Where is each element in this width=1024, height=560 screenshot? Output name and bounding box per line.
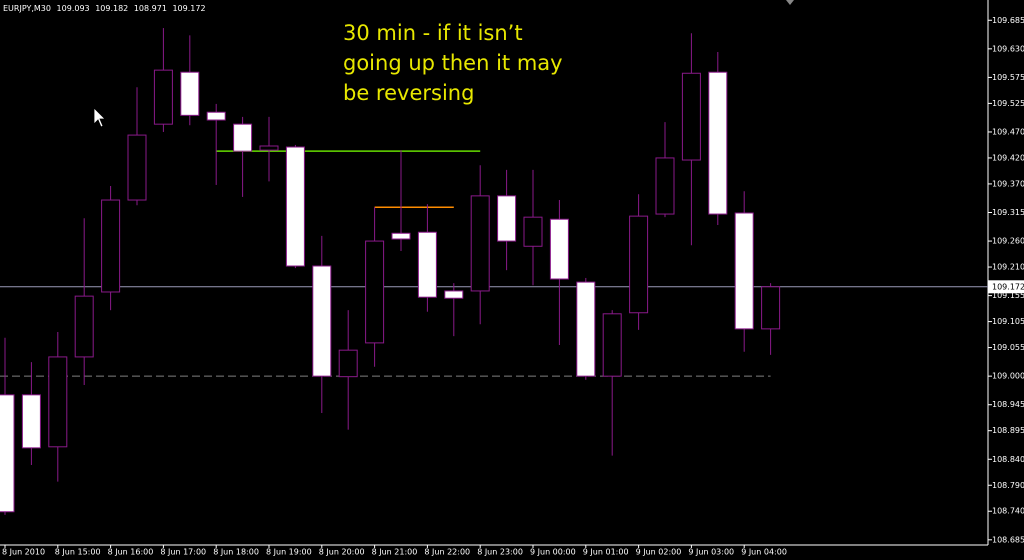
candle-body (153, 69, 173, 125)
shift-marker (786, 0, 794, 5)
candle-body (48, 356, 68, 448)
y-tick-label: 109.315 (992, 208, 1024, 217)
candle-body (444, 290, 464, 299)
annotation: going up then it may (343, 51, 563, 75)
y-tick-label: 108.945 (992, 400, 1024, 409)
y-tick-label: 109.470 (992, 127, 1024, 136)
x-tick-label: 8 Jun 18:00 (213, 548, 259, 557)
x-tick-label: 8 Jun 15:00 (55, 548, 101, 557)
candle-body (312, 265, 332, 377)
candle-body (391, 232, 411, 240)
candle-body (629, 215, 649, 314)
candle-body (602, 313, 622, 377)
x-tick-label: 9 Jun 02:00 (636, 548, 682, 557)
candle-body (101, 199, 121, 293)
x-tick-label: 8 Jun 21:00 (372, 548, 418, 557)
chart-header: EURJPY,M30 109.093 109.182 108.971 109.1… (3, 4, 206, 13)
candle-body (497, 195, 517, 242)
y-tick-label: 109.370 (992, 179, 1024, 188)
candle-body (734, 212, 754, 330)
y-tick-label: 108.895 (992, 426, 1024, 435)
x-tick-label: 9 Jun 01:00 (583, 548, 629, 557)
candle-body (470, 195, 490, 292)
candle-body (233, 123, 253, 152)
candle-body (681, 72, 701, 161)
candle-body (761, 286, 781, 330)
y-tick-label: 109.420 (992, 153, 1024, 162)
y-tick-label: 108.840 (992, 455, 1024, 464)
x-tick-label: 9 Jun 00:00 (530, 548, 576, 557)
candle-body (206, 111, 226, 121)
header-value: 109.172 (172, 4, 205, 13)
header-value: 109.182 (95, 4, 128, 13)
y-tick-label: 109.000 (992, 372, 1024, 381)
candle-body (576, 281, 596, 377)
candle-body (417, 231, 437, 298)
x-tick-label: 8 Jun 16:00 (108, 548, 154, 557)
candle-body (285, 146, 305, 267)
candle-body (180, 71, 200, 116)
y-tick-label: 109.260 (992, 237, 1024, 246)
y-tick-label: 109.210 (992, 263, 1024, 272)
x-tick-label: 8 Jun 19:00 (266, 548, 312, 557)
x-tick-label: 9 Jun 03:00 (688, 548, 734, 557)
candle-body (21, 394, 41, 449)
candle-body (549, 218, 569, 280)
y-tick-label: 109.575 (992, 73, 1024, 82)
y-tick-label: 108.740 (992, 507, 1024, 516)
y-tick-label: 109.055 (992, 343, 1024, 352)
candle-body (523, 216, 543, 247)
price-label: 109.172 (992, 282, 1024, 291)
x-tick-label: 9 Jun 04:00 (741, 548, 787, 557)
y-tick-label: 109.105 (992, 317, 1024, 326)
header-value: 109.093 (57, 4, 90, 13)
y-tick-label: 108.685 (992, 535, 1024, 544)
annotation: be reversing (343, 81, 474, 105)
y-tick-label: 109.525 (992, 99, 1024, 108)
candle-body (655, 157, 675, 215)
candle-body (708, 71, 728, 215)
x-tick-label: 8 Jun 17:00 (160, 548, 206, 557)
x-tick-label: 8 Jun 20:00 (319, 548, 365, 557)
candle-body (259, 145, 279, 151)
y-tick-label: 108.790 (992, 481, 1024, 490)
candle-body (127, 134, 147, 201)
annotation: 30 min - if it isn’t (343, 21, 523, 45)
mouse-cursor (93, 107, 106, 128)
y-tick-label: 109.630 (992, 44, 1024, 53)
x-tick-label: 8 Jun 23:00 (477, 548, 523, 557)
candle-body (338, 349, 358, 378)
y-tick-label: 109.685 (992, 16, 1024, 25)
price-label-box (988, 280, 1024, 294)
symbol: EURJPY,M30 (3, 4, 51, 13)
y-tick-label: 109.155 (992, 291, 1024, 300)
header-value: 108.971 (134, 4, 167, 13)
candle-body (365, 240, 385, 344)
candle-body (74, 295, 94, 358)
x-tick-label: 8 Jun 2010 (2, 548, 45, 557)
x-tick-label: 8 Jun 22:00 (424, 548, 470, 557)
candle-body (0, 394, 15, 513)
